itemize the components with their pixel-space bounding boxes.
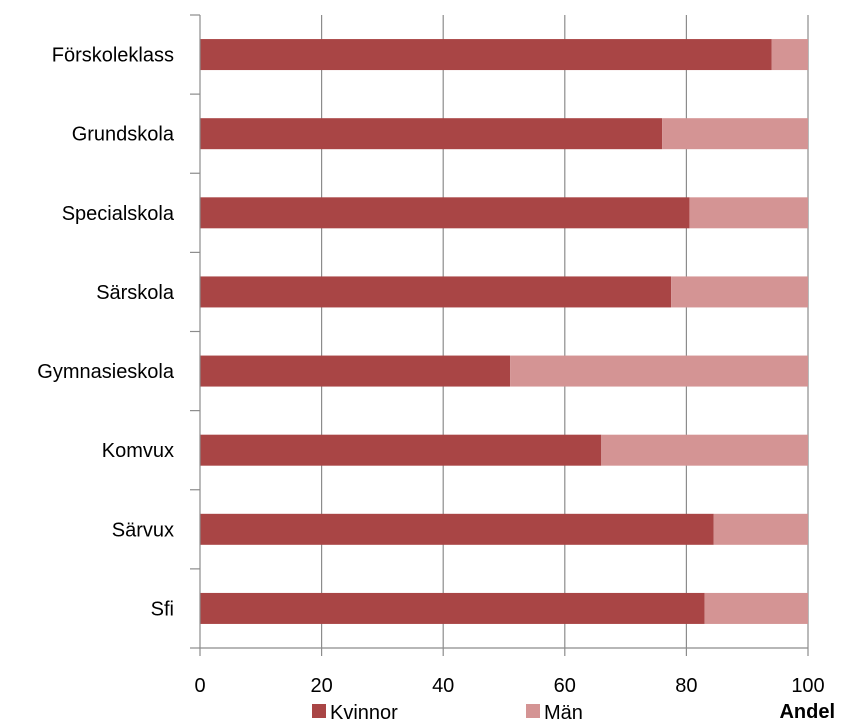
bar-man-6 <box>713 513 808 545</box>
x-tick-label: 60 <box>554 675 576 697</box>
y-tick-label: Förskoleklass <box>52 45 174 67</box>
y-tick-label: Komvux <box>102 440 174 462</box>
y-tick-label: Gymnasieskola <box>37 361 175 383</box>
y-tick-label: Särskola <box>96 282 175 304</box>
bar-kvinnor-2 <box>200 197 690 229</box>
bar-man-1 <box>662 118 808 150</box>
legend-swatch-man <box>526 704 540 718</box>
bar-kvinnor-0 <box>200 39 772 71</box>
x-tick-label: 40 <box>432 675 454 697</box>
bar-kvinnor-5 <box>200 434 602 466</box>
bar-man-4 <box>510 355 808 387</box>
bar-kvinnor-4 <box>200 355 511 387</box>
bar-man-3 <box>671 276 808 308</box>
y-tick-label: Särvux <box>112 519 174 541</box>
x-axis-title: Andel <box>779 701 835 723</box>
x-tick-label: 100 <box>791 675 824 697</box>
axis-labels: Förskoleklass Grundskola Specialskola Särsk… <box>37 45 824 697</box>
y-tick-label: Grundskola <box>72 124 175 146</box>
bar-man-2 <box>689 197 808 229</box>
bar-kvinnor-7 <box>200 592 705 624</box>
legend: Kvinnor Män <box>312 702 583 724</box>
gridlines <box>321 15 809 648</box>
bar-man-7 <box>704 592 808 624</box>
bar-kvinnor-1 <box>200 118 663 150</box>
legend-label: Män <box>544 702 583 724</box>
x-tick-label: 20 <box>310 675 332 697</box>
bars <box>200 39 808 624</box>
axes <box>190 14 809 656</box>
bar-man-0 <box>771 39 808 71</box>
y-tick-label: Specialskola <box>62 203 175 225</box>
legend-label: Kvinnor <box>330 702 398 724</box>
x-tick-label: 0 <box>194 675 205 697</box>
bar-kvinnor-3 <box>200 276 672 308</box>
bar-man-5 <box>601 434 808 466</box>
legend-swatch-kvinnor <box>312 704 326 718</box>
x-tick-label: 80 <box>675 675 697 697</box>
y-tick-label: Sfi <box>151 598 174 620</box>
bar-kvinnor-6 <box>200 513 714 545</box>
